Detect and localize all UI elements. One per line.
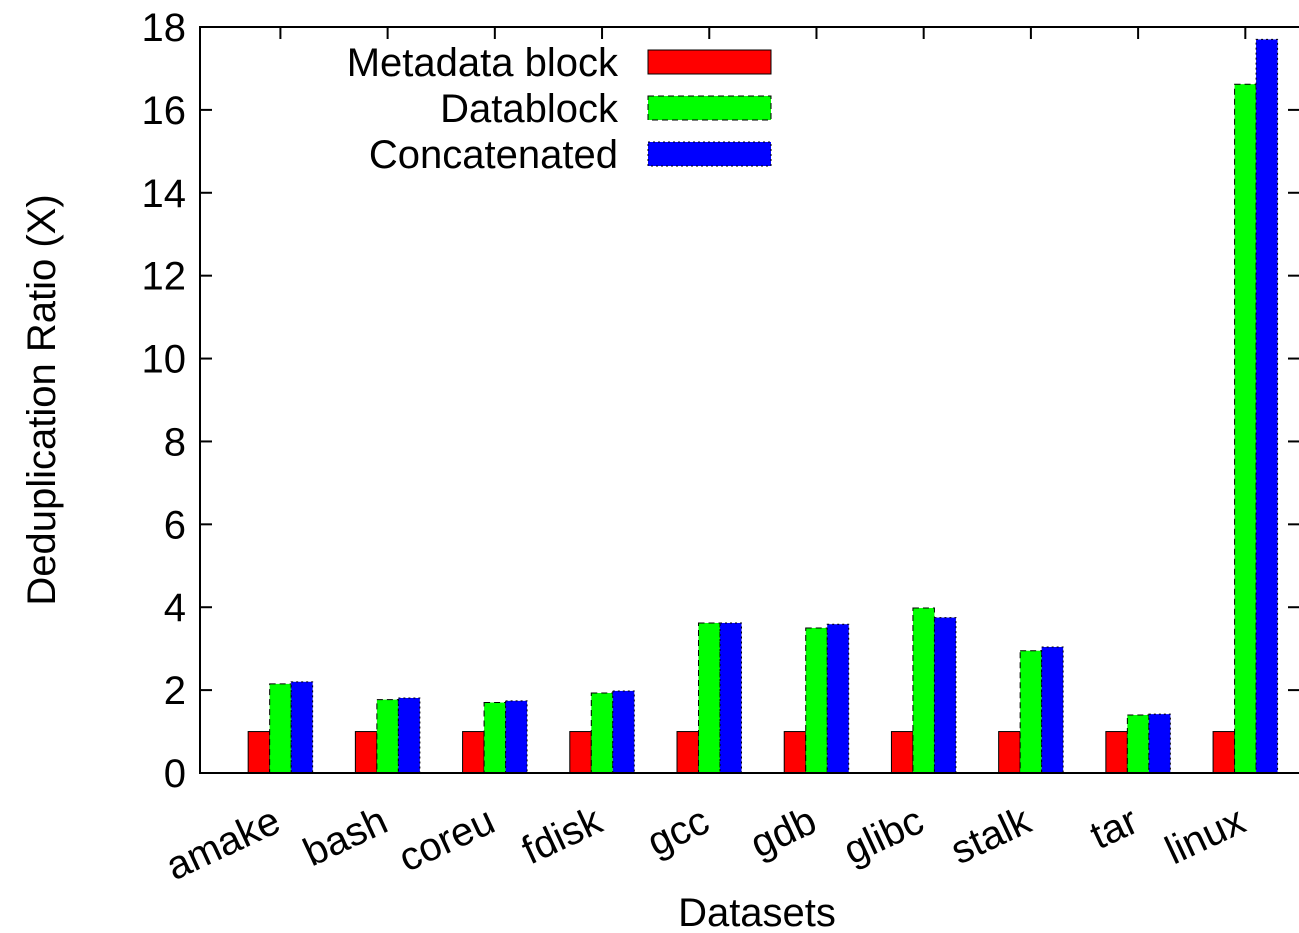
- bar-fdisk-0: [569, 731, 592, 774]
- bar-stalk-1: [1019, 650, 1043, 774]
- bar-gcc-0: [676, 731, 700, 774]
- bar-linux-1: [1234, 83, 1257, 774]
- y-tick-label: 12: [142, 255, 187, 299]
- y-axis-ticks: 0 2 4 6 8 10 12 14 16 18: [142, 6, 1299, 796]
- bar-gdb-2: [826, 623, 850, 774]
- bar-gdb-0: [783, 731, 807, 774]
- bar-amake-1: [269, 683, 292, 774]
- bar-coreu-2: [505, 700, 528, 774]
- bar-bash-0: [354, 731, 378, 774]
- bar-linux-2: [1255, 38, 1279, 774]
- x-tick-label: gcc: [641, 798, 716, 864]
- x-axis-title: Datasets: [678, 891, 836, 933]
- y-tick-label: 14: [142, 172, 187, 216]
- x-tick-label: fdisk: [515, 798, 609, 873]
- bar-stalk-2: [1041, 646, 1064, 774]
- y-tick-label: 2: [164, 669, 186, 713]
- x-tick-label: coreu: [392, 798, 501, 880]
- bar-gdb-1: [805, 627, 828, 774]
- bar-tar-1: [1126, 714, 1150, 774]
- bar-glibc-1: [912, 607, 935, 774]
- bar-bash-2: [397, 697, 421, 774]
- bar-gcc-2: [719, 622, 743, 774]
- x-tick-label: bash: [297, 798, 394, 875]
- y-axis-title: Deduplication Ratio (X): [20, 194, 64, 605]
- y-tick-label: 4: [164, 586, 186, 630]
- x-tick-label: stalk: [944, 798, 1038, 873]
- x-tick-label: amake: [159, 798, 286, 889]
- bar-glibc-2: [933, 617, 957, 774]
- bar-glibc-0: [890, 731, 914, 774]
- bar-amake-2: [290, 681, 314, 774]
- legend-swatch: [647, 141, 772, 167]
- bar-fdisk-1: [590, 692, 614, 774]
- y-tick-label: 18: [142, 6, 187, 50]
- bars: [247, 38, 1279, 774]
- plot-frame: [199, 26, 1299, 774]
- y-tick-label: 0: [164, 752, 186, 796]
- bar-stalk-0: [998, 731, 1021, 774]
- bar-amake-0: [247, 731, 271, 774]
- y-tick-label: 8: [164, 420, 186, 464]
- y-tick-label: 6: [164, 503, 186, 547]
- bar-bash-1: [376, 699, 399, 774]
- bar-gcc-1: [698, 622, 721, 774]
- x-tick-label: gdb: [744, 798, 823, 866]
- x-tick-label: linux: [1159, 798, 1252, 873]
- bar-fdisk-2: [612, 690, 635, 774]
- legend-swatch: [647, 49, 772, 75]
- legend-swatch: [647, 95, 772, 121]
- x-tick-label: glibc: [837, 798, 930, 873]
- legend-label: Metadata block: [347, 41, 619, 85]
- bar-tar-0: [1105, 731, 1128, 774]
- y-tick-label: 10: [142, 338, 187, 382]
- bar-coreu-1: [483, 702, 507, 774]
- y-tick-label: 16: [142, 89, 187, 133]
- bar-linux-0: [1212, 731, 1236, 774]
- x-tick-label: tar: [1084, 798, 1145, 858]
- bar-tar-2: [1148, 713, 1171, 774]
- bar-coreu-0: [462, 731, 485, 774]
- legend-label: Concatenated: [369, 133, 618, 177]
- legend-label: Datablock: [440, 87, 619, 131]
